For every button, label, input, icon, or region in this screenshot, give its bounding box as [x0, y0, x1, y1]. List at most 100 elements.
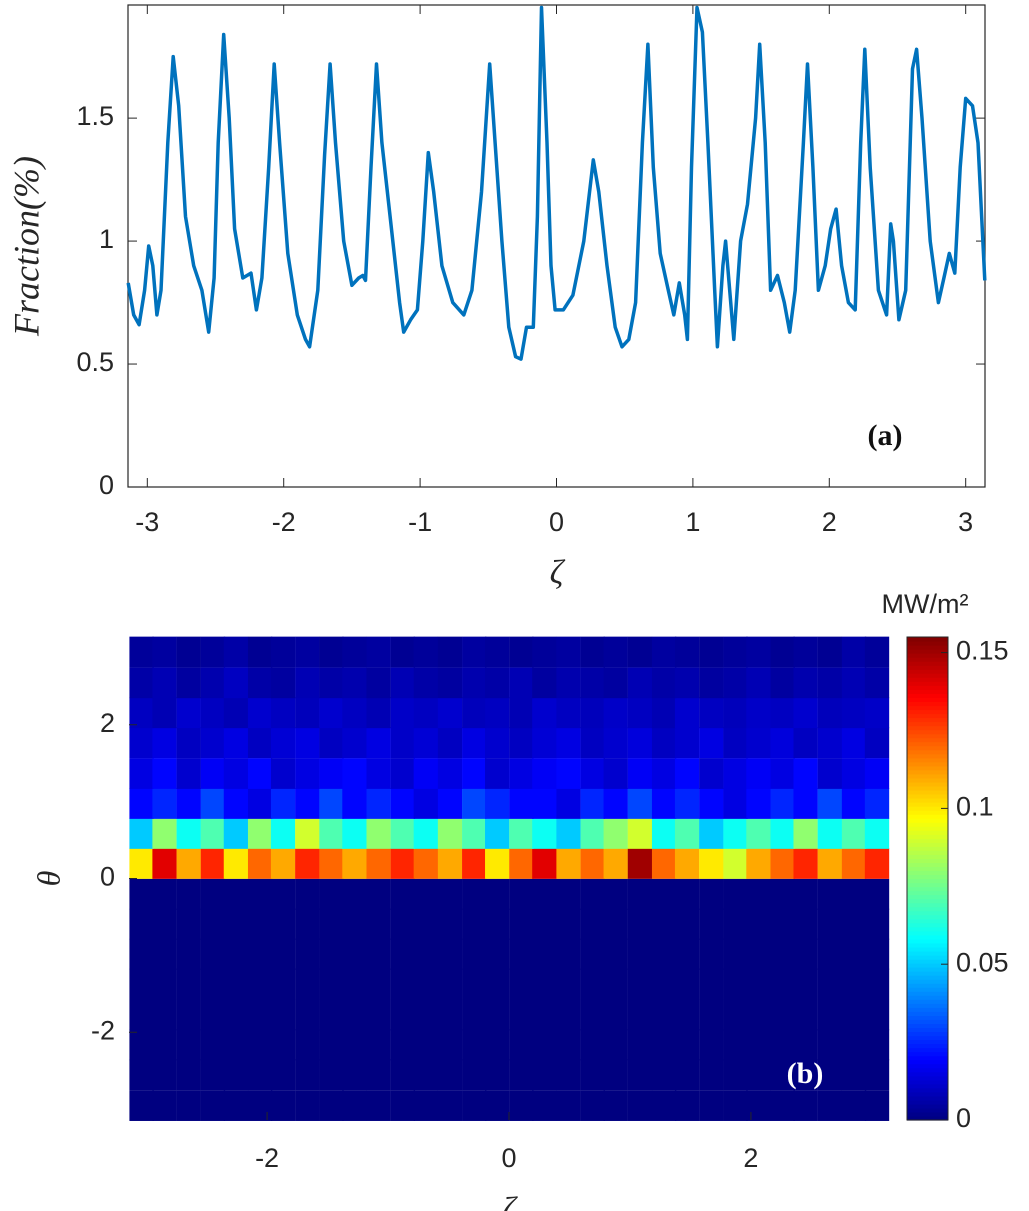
heat-cell: [627, 878, 653, 910]
colorbar-swatch: [907, 1063, 948, 1069]
heat-cell: [580, 848, 605, 879]
colorbar-swatch: [907, 946, 948, 952]
heat-cell: [247, 938, 273, 970]
heat-cell: [817, 727, 843, 759]
colorbar-swatch: [907, 701, 948, 707]
heat-cell: [864, 878, 890, 910]
heat-cell: [699, 818, 724, 849]
colorbar-swatch: [907, 1055, 948, 1061]
heat-cell: [556, 727, 581, 759]
heat-cell: [627, 636, 653, 668]
heat-cell: [864, 788, 890, 819]
heat-cell: [770, 968, 795, 1000]
heat-cell: [366, 1059, 391, 1091]
x-tick-label: -2: [272, 507, 296, 537]
heat-cell: [864, 1029, 890, 1061]
heat-cell: [651, 818, 677, 849]
heat-cell: [485, 667, 510, 699]
heat-cell: [129, 788, 154, 819]
colorbar-swatch: [907, 890, 948, 896]
heat-cell: [651, 1090, 677, 1121]
heat-cell: [390, 1059, 416, 1091]
heat-cell: [509, 636, 534, 668]
heat-cell: [437, 968, 463, 1000]
heat-cell: [532, 1090, 557, 1121]
colorbar-tick-label: 0.1: [956, 792, 994, 822]
heat-cell: [152, 758, 177, 789]
heat-cell: [176, 938, 201, 970]
heat-cell: [603, 667, 628, 699]
colorbar-swatch: [907, 854, 948, 859]
heat-cell: [699, 938, 724, 970]
heat-cell: [793, 968, 818, 1000]
heat-cell: [817, 1029, 843, 1061]
heat-cell: [603, 697, 628, 729]
heat-cell: [295, 878, 320, 910]
heat-cell: [152, 697, 177, 729]
heat-cell: [674, 1090, 700, 1121]
colorbar-swatch: [907, 737, 948, 743]
heat-cell: [437, 758, 463, 789]
heat-cell: [841, 1090, 867, 1121]
heat-cell: [319, 999, 344, 1031]
heat-cell: [152, 818, 177, 849]
heat-cell: [270, 938, 296, 970]
heat-cell: [603, 1059, 628, 1091]
heat-cell: [152, 667, 177, 699]
colorbar-swatch: [907, 922, 948, 928]
colorbar-swatch: [907, 850, 948, 855]
heat-cell: [793, 818, 818, 849]
heat-cell: [413, 999, 439, 1031]
colorbar-swatch: [907, 777, 948, 783]
heat-cell: [390, 667, 416, 699]
heat-cell: [793, 667, 818, 699]
heat-cell: [223, 878, 249, 910]
heat-cell: [674, 727, 700, 759]
colorbar-swatch: [907, 810, 948, 815]
heat-cell: [651, 788, 677, 819]
heat-cell: [200, 878, 226, 910]
colorbar-swatch: [907, 967, 948, 972]
heat-cell: [603, 999, 628, 1031]
heat-cell: [247, 818, 273, 849]
colorbar-swatch: [907, 657, 948, 662]
heat-cell: [603, 727, 628, 759]
y-tick-label: 2: [100, 708, 115, 738]
heat-cell: [390, 1090, 416, 1121]
heat-cell: [366, 908, 391, 940]
heat-cell: [200, 938, 226, 970]
heat-cell: [462, 999, 487, 1031]
heat-cell: [817, 636, 843, 668]
heat-cell: [390, 968, 416, 1000]
heat-cell: [864, 938, 890, 970]
colorbar-swatch: [907, 773, 948, 779]
heat-cell: [770, 636, 795, 668]
heat-cell: [129, 848, 154, 879]
heat-cell: [437, 908, 463, 940]
heat-cell: [674, 818, 700, 849]
heat-cell: [627, 818, 653, 849]
heat-cell: [674, 999, 700, 1031]
heat-cell: [319, 848, 344, 879]
heat-cell: [437, 878, 463, 910]
heat-cell: [462, 1029, 487, 1061]
colorbar-swatch: [907, 793, 948, 799]
y-tick-label: 1.5: [76, 101, 114, 131]
colorbar-swatch: [907, 721, 948, 727]
heat-cell: [200, 968, 226, 1000]
heat-cell: [770, 1090, 795, 1121]
heat-cell: [129, 697, 154, 729]
heat-cell: [200, 697, 226, 729]
heat-cell: [295, 848, 320, 879]
heat-cell: [366, 999, 391, 1031]
heat-cell: [817, 938, 843, 970]
heat-cell: [699, 727, 724, 759]
heat-cell: [746, 667, 771, 699]
heat-cell: [841, 878, 867, 910]
heat-cell: [603, 968, 628, 1000]
heat-cell: [651, 1029, 677, 1061]
heat-cell: [770, 1059, 795, 1091]
heat-cell: [342, 697, 367, 729]
heat-cell: [176, 1090, 201, 1121]
colorbar-swatch: [907, 1043, 948, 1049]
